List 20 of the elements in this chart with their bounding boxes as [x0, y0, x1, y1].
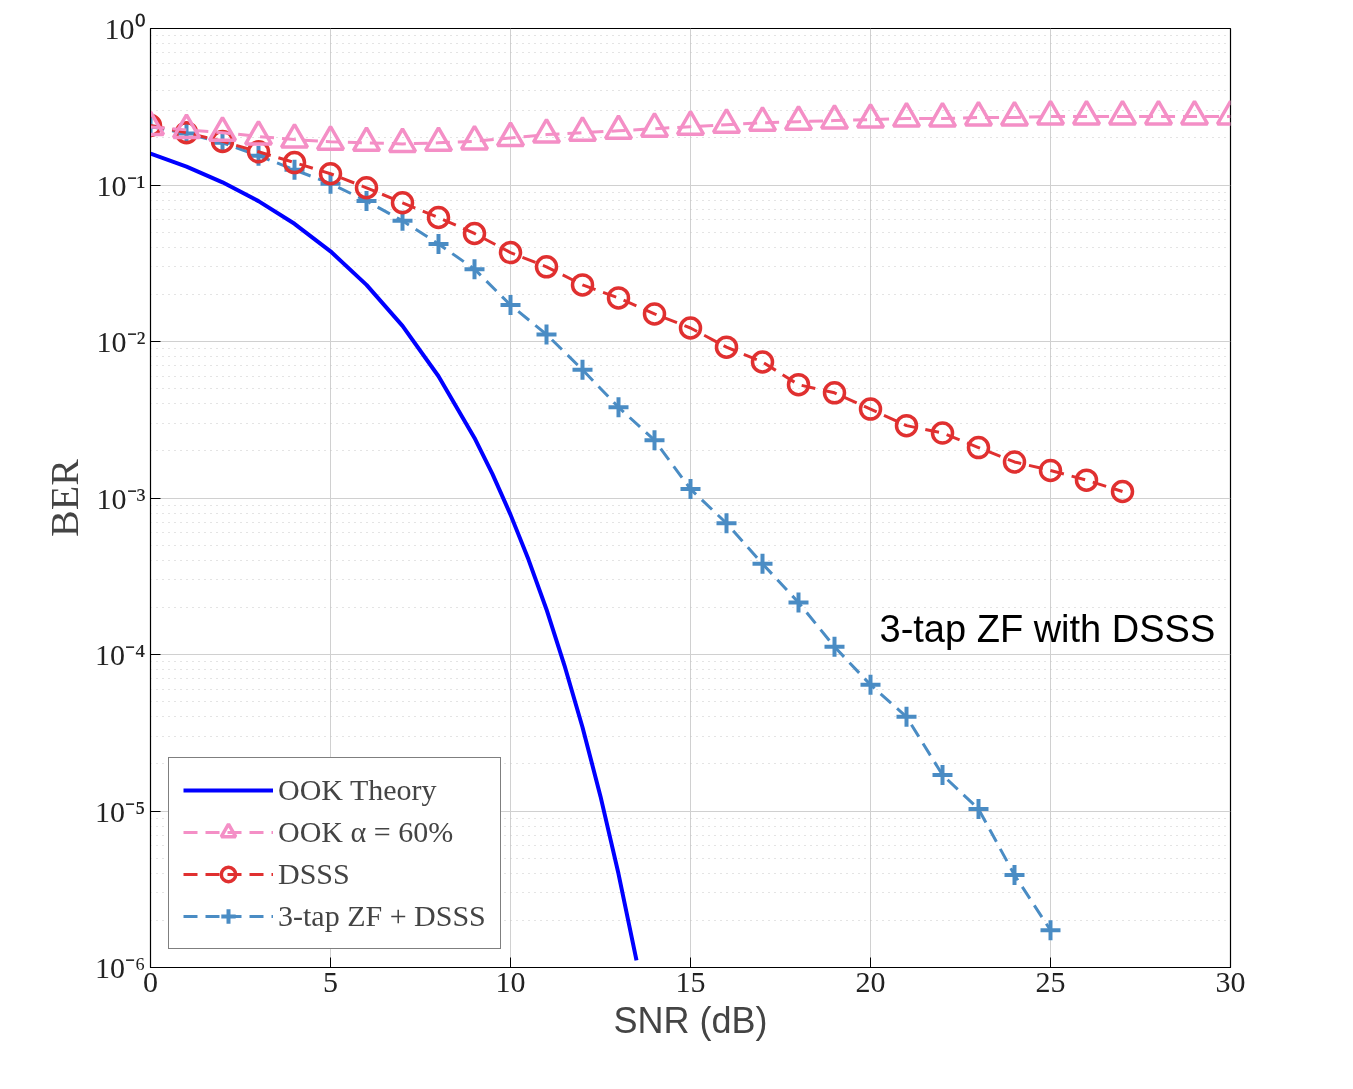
y-tick-label: 10⁰ [104, 12, 146, 45]
x-tick-label: 20 [855, 964, 886, 998]
annotation: 3-tap ZF with DSSS [879, 608, 1216, 651]
x-axis-title: SNR (dB) [613, 999, 768, 1041]
x-tick-label: 0 [143, 964, 158, 998]
x-tick-label: 30 [1215, 964, 1246, 998]
x-tick-label: 15 [675, 964, 706, 998]
legend-label: 3-tap ZF + DSSS [278, 899, 486, 933]
y-tick-label: 10⁻⁵ [95, 794, 146, 828]
x-tick-label: 5 [323, 964, 338, 998]
legend-label: OOK α = 60% [278, 815, 454, 849]
y-axis-title: BER [42, 458, 88, 537]
y-tick-label: 10⁻⁴ [95, 638, 146, 671]
y-tick-label: 10⁻³ [96, 481, 146, 515]
y-tick-label: 10⁻¹ [96, 168, 146, 202]
y-tick-label: 10⁻² [96, 325, 146, 358]
x-tick-label: 10 [495, 964, 526, 998]
x-tick-label: 25 [1035, 964, 1066, 998]
legend-label: DSSS [278, 857, 350, 891]
legend-label: OOK Theory [278, 773, 437, 807]
